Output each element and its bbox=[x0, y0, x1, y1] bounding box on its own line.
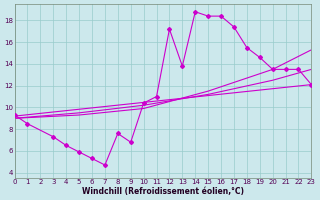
X-axis label: Windchill (Refroidissement éolien,°C): Windchill (Refroidissement éolien,°C) bbox=[82, 187, 244, 196]
